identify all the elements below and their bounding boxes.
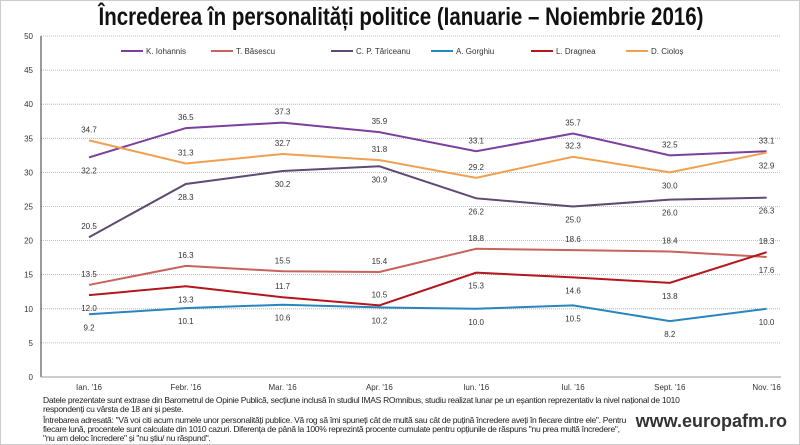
data-label: 25.0	[565, 216, 581, 225]
x-tick-label: Ian. '16	[76, 383, 103, 392]
data-label: 33.1	[468, 136, 484, 145]
data-label: 20.5	[81, 222, 97, 231]
data-label: 10.0	[468, 318, 484, 327]
data-label: 35.7	[565, 119, 581, 128]
data-label: 8.2	[664, 330, 676, 339]
legend-label: L. Dragnea	[556, 47, 596, 56]
data-label: 32.5	[662, 140, 678, 149]
data-label: 33.1	[759, 136, 775, 145]
data-label: 10.1	[178, 317, 194, 326]
y-tick-label: 50	[24, 32, 33, 41]
data-label: 10.5	[565, 314, 581, 323]
x-tick-label: Sept. '16	[654, 383, 686, 392]
data-label: 10.5	[372, 290, 388, 299]
y-tick-label: 35	[24, 134, 33, 143]
legend-label: K. Iohannis	[146, 47, 186, 56]
data-label: 29.2	[468, 163, 484, 172]
legend-label: D. Cioloș	[651, 47, 683, 56]
y-tick-label: 20	[24, 237, 33, 246]
series-line-1	[88, 247, 767, 286]
data-label: 30.9	[372, 175, 388, 184]
series-line-3	[88, 303, 767, 323]
y-tick-label: 5	[29, 339, 34, 348]
data-label: 28.3	[178, 193, 194, 202]
data-label: 34.7	[81, 125, 97, 134]
series-line-0	[88, 121, 767, 159]
data-label: 14.6	[565, 286, 581, 295]
data-label: 30.2	[275, 180, 291, 189]
chart-title: Încrederea în personalități politice (Ia…	[98, 3, 704, 31]
data-label: 26.2	[468, 207, 484, 216]
data-label: 32.3	[565, 142, 581, 151]
y-tick-label: 45	[24, 66, 33, 75]
series-line-4	[88, 251, 767, 307]
data-label: 15.4	[372, 257, 388, 266]
legend-label: A. Gorghiu	[456, 47, 494, 56]
data-label: 18.3	[759, 237, 775, 246]
data-label: 36.5	[178, 113, 194, 122]
data-label: 18.8	[468, 234, 484, 243]
x-tick-label: Febr. '16	[170, 383, 201, 392]
x-tick-label: Mar. '16	[268, 383, 297, 392]
data-label: 31.8	[372, 145, 388, 154]
site-watermark: www.europafm.ro	[635, 411, 787, 431]
series-line-5	[88, 139, 767, 179]
data-label: 31.3	[178, 149, 194, 158]
legend-label: T. Băsescu	[236, 47, 275, 56]
data-label: 9.2	[83, 323, 95, 332]
data-label: 35.9	[372, 117, 388, 126]
data-label: 32.2	[81, 166, 97, 175]
data-label: 13.8	[662, 292, 678, 301]
data-label: 26.0	[662, 209, 678, 218]
data-label: 26.3	[759, 207, 775, 216]
data-label: 30.0	[662, 181, 678, 190]
x-tick-label: Iul. '16	[561, 383, 585, 392]
question-note: Întrebarea adresată: "Vă voi citi acum n…	[43, 415, 627, 443]
legend-label: C. P. Tăriceanu	[356, 47, 410, 56]
y-tick-label: 40	[24, 100, 33, 109]
x-tick-label: Nov. '16	[752, 383, 781, 392]
data-label: 32.7	[275, 139, 291, 148]
data-label: 10.2	[372, 316, 388, 325]
data-label: 10.6	[275, 314, 291, 323]
data-label: 16.3	[178, 251, 194, 260]
data-label: 10.0	[759, 318, 775, 327]
data-label: 13.3	[178, 295, 194, 304]
data-label: 15.3	[468, 282, 484, 291]
data-label: 32.9	[759, 162, 775, 171]
data-label: 15.5	[275, 256, 291, 265]
y-tick-label: 0	[29, 373, 34, 382]
data-label: 17.6	[759, 266, 775, 275]
data-label: 18.4	[662, 237, 678, 246]
y-tick-label: 10	[24, 305, 33, 314]
data-label: 11.7	[275, 282, 291, 291]
x-tick-label: Iun. '16	[463, 383, 490, 392]
x-tick-label: Apr. '16	[366, 383, 393, 392]
y-tick-label: 25	[24, 203, 33, 212]
source-note: Datele prezentate sunt extrase din Barom…	[43, 395, 680, 414]
data-label: 13.5	[81, 270, 97, 279]
series-line-2	[88, 165, 767, 239]
y-tick-label: 15	[24, 271, 33, 280]
data-label: 18.6	[565, 235, 581, 244]
y-tick-label: 30	[24, 168, 33, 177]
data-label: 12.0	[81, 304, 97, 313]
data-label: 37.3	[275, 108, 291, 117]
